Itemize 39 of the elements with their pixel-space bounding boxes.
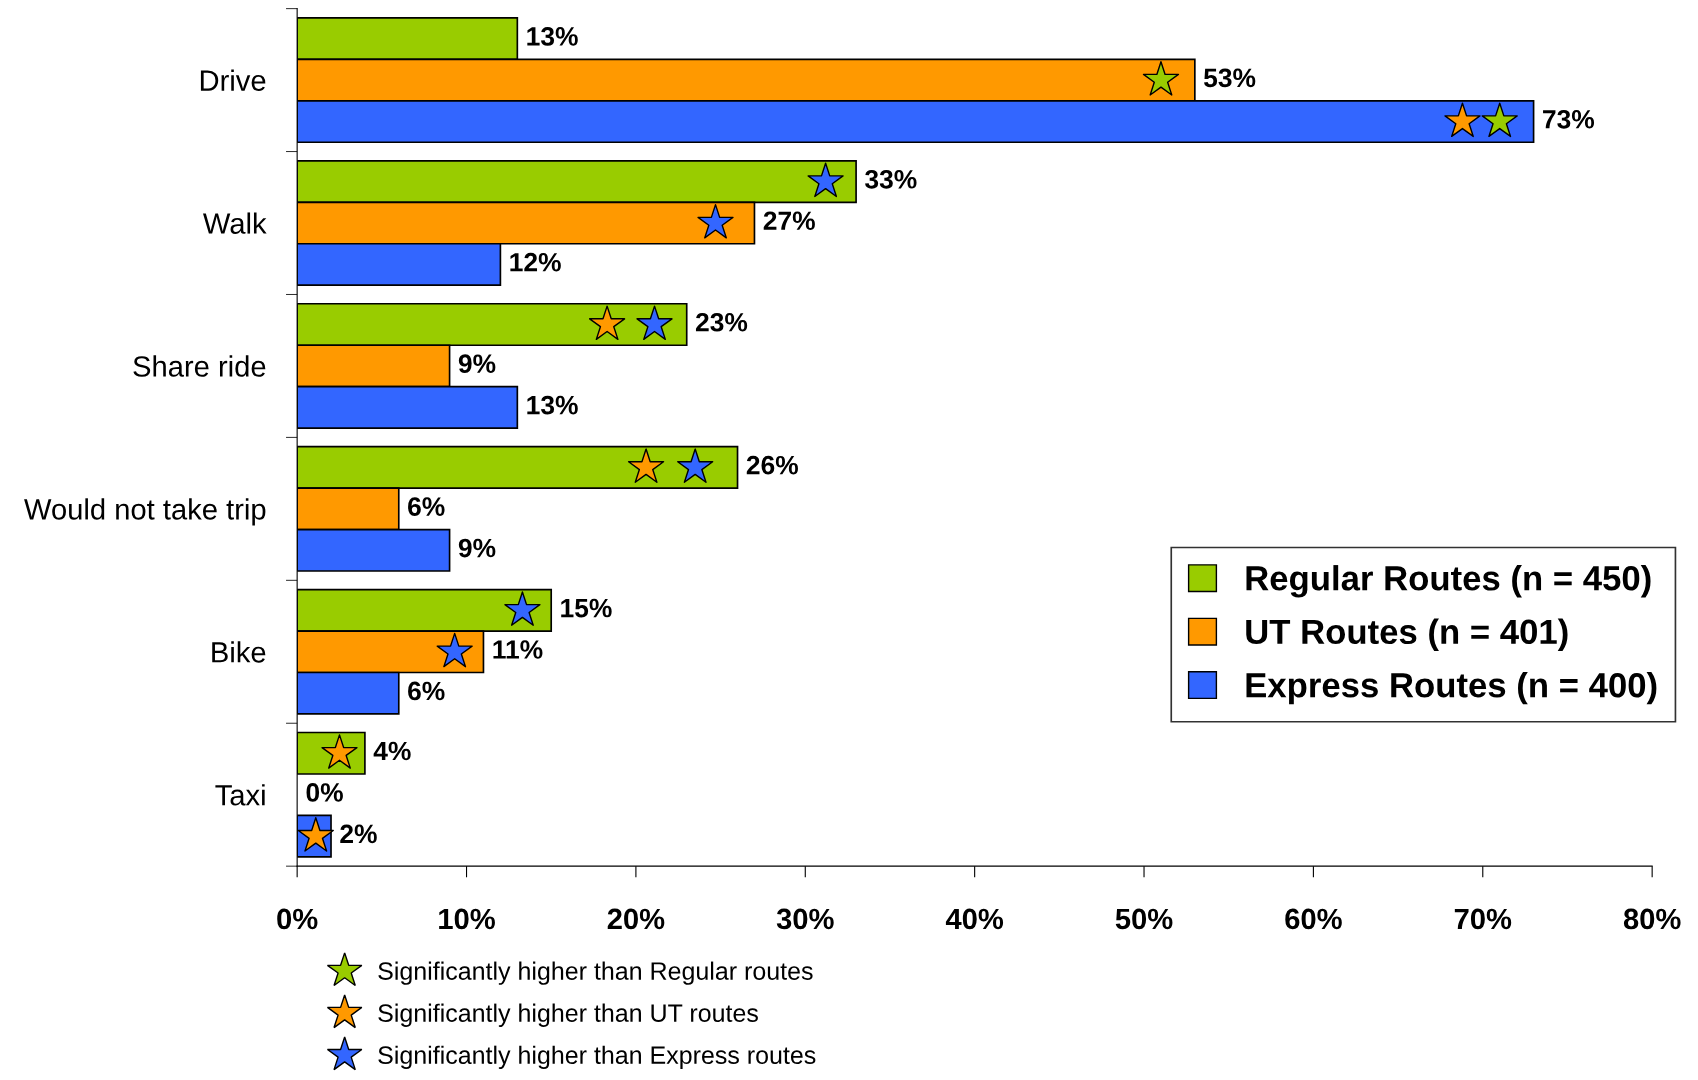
x-tick-label: 30% xyxy=(776,908,834,930)
x-tick-label: 40% xyxy=(945,908,1004,930)
legend-label: UT Routes (n = 401) xyxy=(1246,618,1568,651)
data-label: 2% xyxy=(340,824,377,844)
data-label: 27% xyxy=(763,211,815,231)
x-tick-label: 20% xyxy=(607,908,665,930)
data-label: 26% xyxy=(746,455,798,475)
x-tick-label: 80% xyxy=(1623,908,1681,930)
data-label: 33% xyxy=(865,169,917,189)
y-tick-label: Walk xyxy=(203,212,267,234)
data-label: 13% xyxy=(527,27,578,46)
legend-label: Regular Routes (n = 450) xyxy=(1246,565,1651,598)
y-tick-label: Taxi xyxy=(215,784,265,806)
y-tick-label: Share ride xyxy=(133,355,266,377)
x-tick-label: 70% xyxy=(1454,908,1512,930)
data-label: 4% xyxy=(373,741,411,761)
legend-label: Significantly higher than Express routes xyxy=(378,1045,816,1069)
y-tick-label: Bike xyxy=(212,641,266,663)
data-label: 0% xyxy=(306,783,343,802)
data-label: 6% xyxy=(408,497,445,516)
data-label: 13% xyxy=(527,395,578,415)
x-tick-label: 60% xyxy=(1285,908,1342,930)
data-label: 15% xyxy=(561,598,612,618)
data-label: 9% xyxy=(458,538,496,558)
data-label: 6% xyxy=(408,681,445,701)
y-tick-label: Drive xyxy=(200,69,266,91)
x-tick-label: 0% xyxy=(277,908,318,930)
y-tick-label: Would not take trip xyxy=(24,498,266,526)
data-label: 9% xyxy=(458,354,496,374)
data-label: 53% xyxy=(1203,68,1256,88)
x-tick-label: 10% xyxy=(439,908,495,930)
data-label: 23% xyxy=(695,312,748,332)
data-label: 11% xyxy=(493,640,543,659)
legend-label: Significantly higher than Regular routes xyxy=(378,961,813,985)
data-label: 73% xyxy=(1543,109,1595,129)
data-label: 12% xyxy=(510,252,561,272)
legend-label: Significantly higher than UT routes xyxy=(378,1003,758,1027)
legend-label: Express Routes (n = 400) xyxy=(1246,672,1657,705)
x-tick-label: 50% xyxy=(1115,908,1173,930)
